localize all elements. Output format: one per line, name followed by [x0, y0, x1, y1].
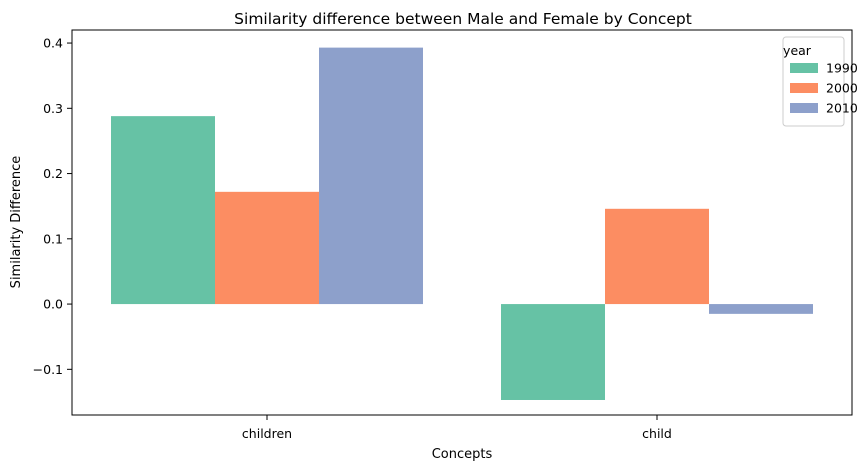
y-tick-label: 0.2: [43, 166, 63, 181]
legend-label-2010: 2010: [826, 101, 857, 116]
legend: year 1990 2000 2010: [782, 36, 857, 127]
x-tick-label: child: [642, 426, 672, 441]
legend-title: year: [783, 43, 812, 58]
plot-frame: [71, 29, 853, 416]
bar-children-2010: [319, 47, 423, 305]
legend-swatch-1990: [790, 63, 818, 73]
x-axis-label: Concepts: [432, 447, 493, 462]
chart-title: Similarity difference between Male and F…: [234, 10, 692, 28]
bar-children-1990: [111, 116, 215, 305]
y-tick-label: 0.1: [43, 231, 63, 246]
bar-child-2010: [709, 304, 813, 314]
y-tick-label: 0.0: [43, 297, 63, 312]
y-tick-label: 0.4: [43, 36, 63, 51]
legend-items: 1990 2000 2010: [790, 61, 857, 116]
bar-children-2000: [215, 191, 319, 305]
bar-child-1990: [501, 304, 605, 400]
y-axis-label: Similarity Difference: [9, 156, 24, 289]
legend-label-2000: 2000: [826, 81, 857, 96]
legend-swatch-2000: [790, 83, 818, 93]
y-tick-label: 0.3: [43, 101, 63, 116]
y-axis: −0.1 0.0 0.1 0.2 0.3 0.4: [33, 36, 72, 377]
x-tick-label: children: [242, 426, 292, 441]
bars-layer: [111, 47, 813, 400]
x-axis: children child: [242, 415, 672, 441]
y-tick-label: −0.1: [33, 362, 63, 377]
legend-swatch-2010: [790, 103, 818, 113]
bar-child-2000: [605, 208, 709, 305]
legend-label-1990: 1990: [826, 61, 857, 76]
